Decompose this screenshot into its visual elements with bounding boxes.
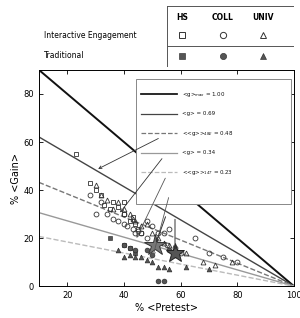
X-axis label: % <Pretest>: % <Pretest> (135, 303, 198, 313)
Text: UNIV: UNIV (253, 13, 274, 22)
Text: <g>$_{max}$ = 1.00: <g>$_{max}$ = 1.00 (182, 90, 225, 99)
Text: Traditional: Traditional (44, 52, 85, 60)
Text: <<g>>$_{48E}$ = 0.48: <<g>>$_{48E}$ = 0.48 (182, 128, 233, 138)
Text: <g> = 0.34: <g> = 0.34 (182, 150, 215, 155)
Text: COLL: COLL (212, 13, 233, 22)
Text: Interactive Engagement: Interactive Engagement (44, 31, 137, 40)
Text: HS: HS (176, 13, 188, 22)
Text: <g> = 0.69: <g> = 0.69 (182, 111, 215, 116)
Text: <<g>>$_{14T}$ = 0.23: <<g>>$_{14T}$ = 0.23 (182, 168, 233, 176)
FancyBboxPatch shape (136, 79, 292, 204)
Y-axis label: % <Gain>: % <Gain> (11, 153, 21, 204)
